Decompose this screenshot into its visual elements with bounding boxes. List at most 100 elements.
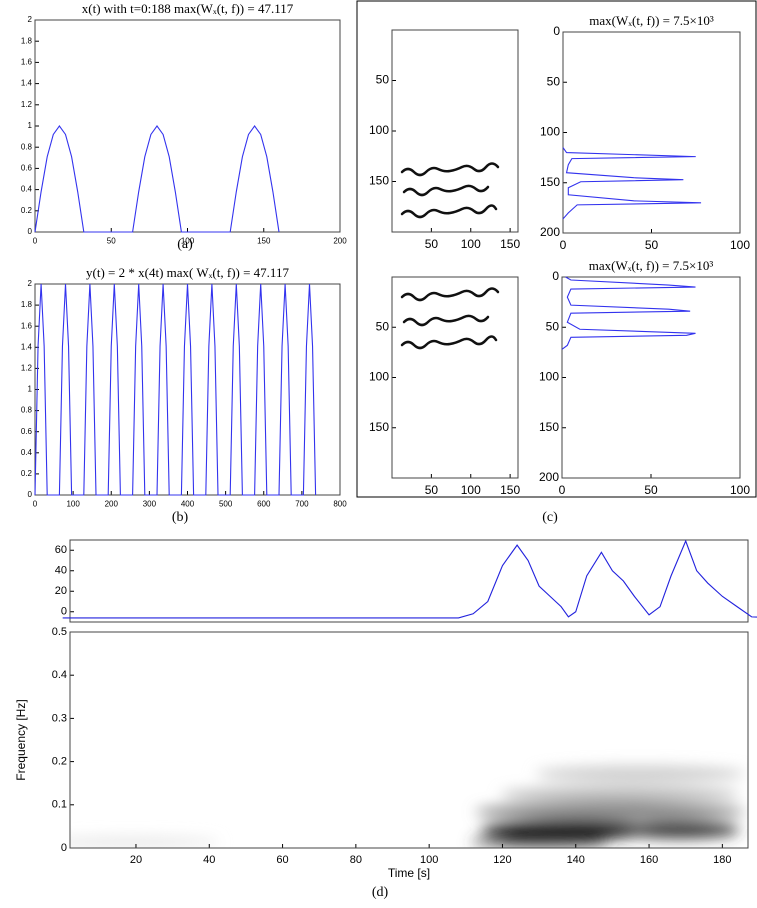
y-tick-label: 50	[547, 74, 561, 88]
x-tick-label: 800	[333, 499, 347, 508]
chart-title: max(Wₓ(t, f)) = 7.5×10³	[589, 13, 714, 28]
y-tick-label: 1.8	[21, 300, 33, 309]
x-tick-label: 50	[425, 237, 439, 251]
y-tick-label: 1.6	[21, 321, 33, 330]
x-tick-label: 50	[645, 238, 659, 252]
x-tick-label: 180	[713, 854, 731, 866]
plot-frame	[69, 631, 749, 849]
y-tick-label: 0	[61, 842, 67, 854]
data-line	[561, 276, 696, 350]
y-tick-label: 0.2	[21, 469, 33, 478]
y-tick-label: 0	[28, 490, 33, 499]
y-tick-label: 0.1	[52, 799, 67, 811]
y-tick-label: 2	[28, 279, 33, 288]
x-tick-label: 50	[425, 483, 439, 497]
y-tick-label: 0.8	[21, 142, 33, 151]
y-tick-label: 150	[369, 420, 389, 434]
y-tick-label: 50	[546, 319, 560, 333]
y-tick-label: 1.2	[21, 100, 33, 109]
data-line	[562, 147, 702, 220]
caption: (c)	[542, 510, 558, 525]
x-tick-label: 200	[333, 236, 347, 245]
y-tick-label: 200	[540, 225, 560, 239]
spectrogram-image	[70, 766, 745, 847]
x-tick-label: 0	[33, 499, 38, 508]
x-tick-label: 150	[500, 237, 520, 251]
x-tick-label: 0	[559, 483, 566, 497]
y-tick-label: 0.6	[21, 427, 33, 436]
y-tick-label: 0.5	[52, 626, 67, 638]
y-axis-label: Frequency [Hz]	[14, 699, 28, 780]
plot-frame	[34, 283, 341, 496]
y-tick-label: 1.6	[21, 58, 33, 67]
x-tick-label: 0	[560, 238, 567, 252]
x-tick-label: 50	[644, 483, 658, 497]
y-tick-label: 100	[369, 370, 389, 384]
y-tick-label: 0.3	[52, 712, 67, 724]
plot-frame	[69, 539, 749, 623]
y-tick-label: 150	[539, 420, 559, 434]
y-tick-label: 1	[28, 385, 33, 394]
x-tick-label: 200	[105, 499, 119, 508]
handwriting	[400, 162, 500, 350]
caption: (b)	[172, 510, 189, 525]
caption: (d)	[372, 885, 389, 900]
plot-frame	[34, 19, 341, 233]
x-tick-label: 140	[567, 854, 585, 866]
x-tick-label: 500	[219, 499, 233, 508]
y-tick-label: 1	[28, 121, 33, 130]
x-tick-label: 60	[276, 854, 288, 866]
y-tick-label: 1.4	[21, 342, 33, 351]
x-tick-label: 100	[730, 238, 750, 252]
data-line	[34, 125, 280, 233]
plot-frame	[391, 276, 519, 479]
x-tick-label: 120	[493, 854, 511, 866]
x-tick-label: 160	[640, 854, 658, 866]
y-tick-label: 0.4	[52, 669, 67, 681]
x-tick-label: 50	[107, 236, 116, 245]
y-tick-label: 1.4	[21, 79, 33, 88]
x-tick-label: 100	[420, 854, 438, 866]
data-line	[62, 539, 757, 619]
x-tick-label: 150	[500, 483, 520, 497]
x-tick-label: 0	[33, 236, 38, 245]
y-tick-label: 0	[28, 227, 33, 236]
plot-frame	[562, 31, 741, 234]
y-tick-label: 1.2	[21, 364, 33, 373]
x-tick-label: 400	[181, 499, 195, 508]
y-tick-label: 0.4	[21, 185, 33, 194]
y-tick-label: 0.2	[52, 756, 67, 768]
y-tick-label: 100	[369, 123, 389, 137]
x-axis-label: Time [s]	[388, 866, 430, 880]
x-tick-label: 100	[181, 236, 195, 245]
y-tick-label: 0.4	[21, 448, 33, 457]
y-tick-label: 0	[553, 24, 560, 38]
y-tick-label: 150	[540, 175, 560, 189]
chart-title: max(Wₓ(t, f)) = 7.5×10³	[589, 258, 714, 273]
y-tick-label: 0	[552, 269, 559, 283]
x-tick-label: 700	[295, 499, 309, 508]
panel-frame	[356, 0, 757, 498]
y-tick-label: 50	[376, 73, 390, 87]
y-tick-label: 2	[28, 15, 33, 24]
x-tick-label: 100	[461, 237, 481, 251]
y-tick-label: 0.8	[21, 406, 33, 415]
x-tick-label: 600	[257, 499, 271, 508]
y-tick-label: 1.8	[21, 36, 33, 45]
chart-title: y(t) = 2 * x(4t) max( Wₓ(t, f)) = 47.117	[86, 265, 289, 280]
x-tick-label: 40	[203, 854, 215, 866]
y-tick-label: 0.2	[21, 206, 33, 215]
y-tick-label: 60	[55, 544, 67, 556]
x-tick-label: 20	[130, 854, 142, 866]
x-tick-label: 100	[461, 483, 481, 497]
plot-frame	[561, 276, 741, 479]
x-tick-label: 80	[350, 854, 362, 866]
y-tick-label: 50	[376, 319, 390, 333]
y-tick-label: 150	[369, 174, 389, 188]
y-tick-label: 0.6	[21, 164, 33, 173]
y-tick-label: 0	[61, 606, 67, 618]
caption: (a)	[177, 237, 193, 252]
x-tick-label: 150	[257, 236, 271, 245]
y-tick-label: 100	[540, 125, 560, 139]
